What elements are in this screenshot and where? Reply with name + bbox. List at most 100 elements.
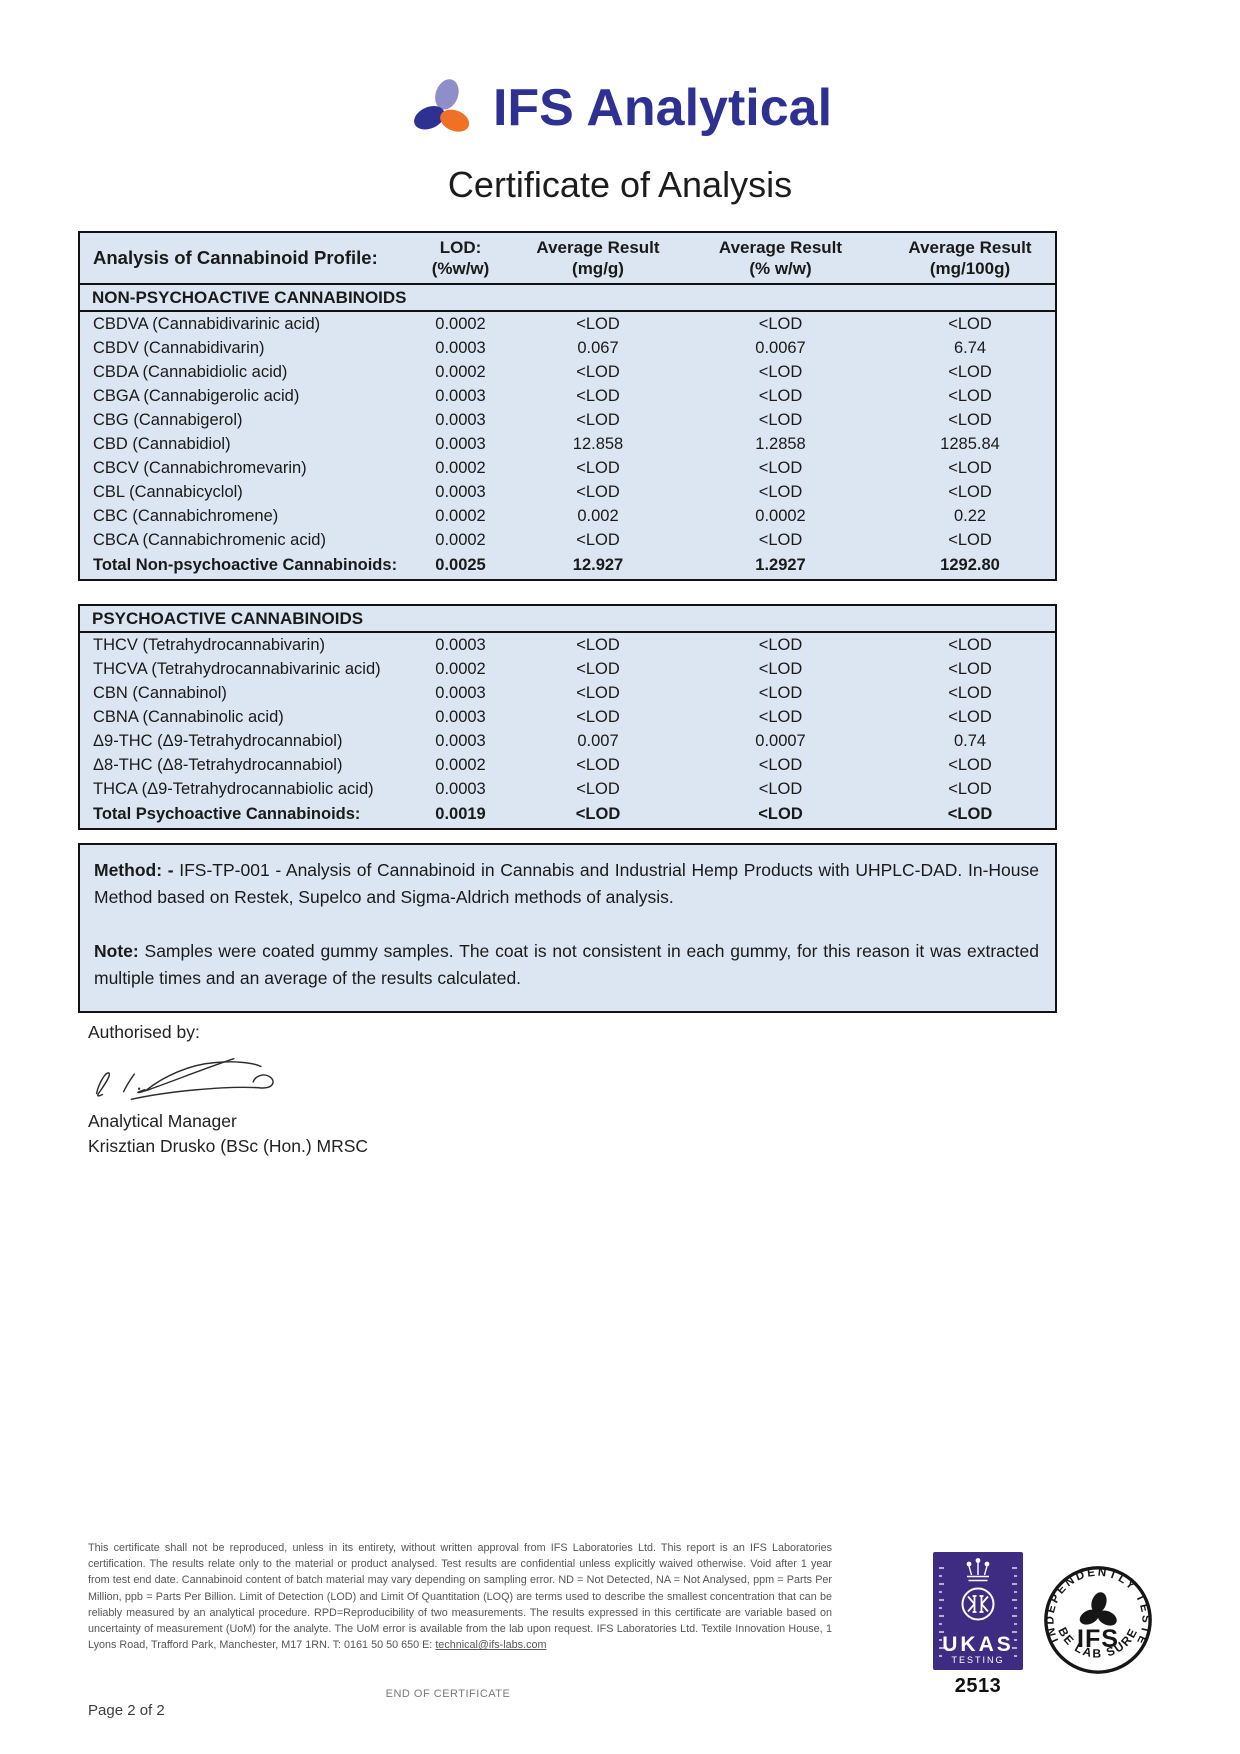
ukas-tick-marks — [939, 1567, 1017, 1657]
table-row: CBL (Cannabicyclol) 0.0003 <LOD <LOD <LO… — [80, 480, 1055, 504]
lod-value: 0.0003 — [435, 683, 486, 702]
mg-g-value: 0.007 — [577, 731, 619, 750]
analyte-name: CBD (Cannabidiol) — [93, 434, 231, 453]
mg-g-value: <LOD — [576, 458, 620, 477]
method-paragraph: Method: - IFS-TP-001 - Analysis of Canna… — [94, 857, 1039, 911]
pct-value: 0.0002 — [755, 506, 806, 525]
note-paragraph: Note: Samples were coated gummy samples.… — [94, 938, 1039, 992]
authorisation-block: Authorised by: Analytical Manager Kriszt… — [88, 1022, 368, 1157]
lod-value: 0.0003 — [435, 482, 486, 501]
mg-100g-value: <LOD — [948, 707, 992, 726]
analyte-name: CBNA (Cannabinolic acid) — [93, 707, 284, 726]
legal-disclaimer: This certificate shall not be reproduced… — [88, 1540, 832, 1653]
analyte-name: Δ8-THC (Δ8-Tetrahydrocannabiol) — [93, 755, 343, 774]
mg-100g-value: <LOD — [948, 779, 992, 798]
table-row: Δ8-THC (Δ8-Tetrahydrocannabiol) 0.0002 <… — [80, 753, 1055, 777]
mg-100g-value: <LOD — [948, 362, 992, 381]
ukas-badge: UKAS TESTING 2513 — [926, 1552, 1030, 1698]
table-row: CBGA (Cannabigerolic acid) 0.0003 <LOD <… — [80, 384, 1055, 408]
lod-value: 0.0002 — [435, 506, 486, 525]
analyte-name: CBDA (Cannabidiolic acid) — [93, 362, 288, 381]
mg-100g-value: <LOD — [948, 314, 992, 333]
mg-g-value: <LOD — [576, 530, 620, 549]
mg-100g-value: <LOD — [948, 458, 992, 477]
mg-100g-value: <LOD — [948, 635, 992, 654]
pct-value: 0.0007 — [755, 731, 806, 750]
col-header-avg-mg-g: Average Result (mg/g) — [536, 237, 660, 278]
col-header-avg-pct: Average Result (% w/w) — [718, 237, 843, 278]
end-of-certificate-label: END OF CERTIFICATE — [385, 1688, 511, 1700]
pct-value: <LOD — [758, 707, 803, 726]
lod-value: 0.0003 — [435, 731, 486, 750]
analyte-name: CBDVA (Cannabidivarinic acid) — [93, 314, 321, 333]
total-mg-100g: 1292.80 — [940, 556, 1000, 574]
mg-100g-value: <LOD — [948, 683, 992, 702]
mg-100g-value: 6.74 — [953, 338, 987, 357]
table-row: THCA (Δ9-Tetrahydrocannabiolic acid) 0.0… — [80, 777, 1055, 801]
pct-value: <LOD — [758, 314, 803, 333]
pct-value: <LOD — [758, 683, 803, 702]
analyte-name: CBCV (Cannabichromevarin) — [93, 458, 307, 477]
page-number: Page 2 of 2 — [88, 1702, 165, 1719]
analyte-name: THCA (Δ9-Tetrahydrocannabiolic acid) — [93, 779, 374, 798]
analyte-name: CBL (Cannabicyclol) — [93, 482, 243, 501]
table-row: CBD (Cannabidiol) 0.0003 12.858 1.2858 1… — [80, 432, 1055, 456]
mg-g-value: 12.858 — [572, 434, 624, 453]
lod-value: 0.0003 — [435, 635, 486, 654]
mg-g-value: 0.067 — [577, 338, 619, 357]
ukas-wordmark: UKAS — [942, 1633, 1014, 1656]
mg-100g-value: <LOD — [948, 386, 992, 405]
total-mg-g: <LOD — [575, 805, 621, 823]
lod-value: 0.0003 — [435, 338, 486, 357]
disclaimer-text: This certificate shall not be reproduced… — [88, 1542, 832, 1652]
ifs-stamp-icon: INDEPENDENTLY TESTED BE LAB SURE IFS — [1042, 1564, 1152, 1674]
method-text: IFS-TP-001 - Analysis of Cannabinoid in … — [94, 860, 1039, 908]
ifs-logo-icon — [414, 79, 470, 132]
total-mg-g: 12.927 — [572, 556, 624, 574]
analyte-name: CBC (Cannabichromene) — [93, 506, 279, 525]
lod-value: 0.0002 — [435, 530, 486, 549]
document-title: Certificate of Analysis — [447, 164, 793, 205]
section-title-non-psychoactive: NON-PSYCHOACTIVE CANNABINOIDS — [80, 285, 1055, 312]
pct-value: <LOD — [758, 386, 803, 405]
total-mg-100g: <LOD — [947, 805, 993, 823]
mg-g-value: <LOD — [576, 410, 620, 429]
total-lod: 0.0019 — [435, 805, 486, 823]
mg-g-value: <LOD — [576, 635, 620, 654]
pct-value: <LOD — [758, 410, 803, 429]
psychoactive-table: PSYCHOACTIVE CANNABINOIDS THCV (Tetrahyd… — [78, 604, 1057, 830]
email-link[interactable]: technical@ifs-labs.com — [435, 1639, 547, 1652]
col-header-lod: LOD: (%w/w) — [431, 237, 490, 278]
mg-100g-value: <LOD — [948, 755, 992, 774]
signature — [95, 1058, 274, 1101]
table-row: Δ9-THC (Δ9-Tetrahydrocannabiol) 0.0003 0… — [80, 729, 1055, 753]
mg-g-value: <LOD — [576, 779, 620, 798]
ukas-mark-icon — [961, 1587, 995, 1621]
authoriser-name: Krisztian Drusko (BSc (Hon.) MRSC — [88, 1136, 369, 1156]
pct-value: 1.2858 — [755, 434, 806, 453]
section-title-psychoactive: PSYCHOACTIVE CANNABINOIDS — [80, 606, 1055, 633]
table-row: CBDA (Cannabidiolic acid) 0.0002 <LOD <L… — [80, 360, 1055, 384]
total-row-psychoactive: Total Psychoactive Cannabinoids: 0.0019 … — [80, 801, 1055, 828]
table-row: CBC (Cannabichromene) 0.0002 0.002 0.000… — [80, 504, 1055, 528]
total-pct: <LOD — [758, 805, 803, 823]
total-pct: 1.2927 — [755, 556, 806, 574]
analyte-name: CBCA (Cannabichromenic acid) — [93, 530, 326, 549]
mg-g-value: <LOD — [576, 362, 620, 381]
table-row: CBDV (Cannabidivarin) 0.0003 0.067 0.006… — [80, 336, 1055, 360]
lod-value: 0.0002 — [435, 314, 486, 333]
table-row: CBNA (Cannabinolic acid) 0.0003 <LOD <LO… — [80, 705, 1055, 729]
authoriser-role: Analytical Manager — [88, 1111, 237, 1131]
table-row: CBCA (Cannabichromenic acid) 0.0002 <LOD… — [80, 528, 1055, 552]
pct-value: <LOD — [758, 362, 803, 381]
method-note-box: Method: - IFS-TP-001 - Analysis of Canna… — [78, 843, 1057, 1013]
table-row: THCV (Tetrahydrocannabivarin) 0.0003 <LO… — [80, 633, 1055, 657]
pct-value: <LOD — [758, 482, 803, 501]
non-psychoactive-table: Analysis of Cannabinoid Profile: LOD: (%w… — [78, 231, 1057, 581]
mg-g-value: <LOD — [576, 659, 620, 678]
lod-value: 0.0002 — [435, 362, 486, 381]
analyte-name: CBN (Cannabinol) — [93, 683, 227, 702]
authorised-by-label: Authorised by: — [88, 1022, 200, 1042]
mg-g-value: 0.002 — [577, 506, 619, 525]
